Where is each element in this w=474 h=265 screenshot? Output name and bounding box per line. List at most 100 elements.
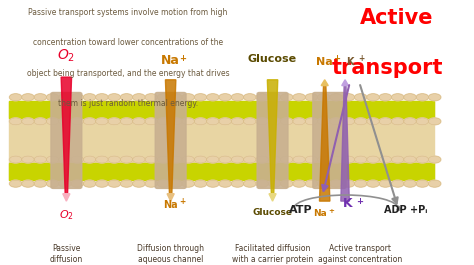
Circle shape xyxy=(34,180,46,187)
Circle shape xyxy=(9,156,22,163)
Circle shape xyxy=(392,94,404,101)
Circle shape xyxy=(9,94,22,101)
Bar xyxy=(9,101,434,180)
Text: +: + xyxy=(179,197,185,206)
Circle shape xyxy=(330,118,342,125)
Circle shape xyxy=(219,118,231,125)
Circle shape xyxy=(182,180,194,187)
Circle shape xyxy=(71,156,83,163)
Circle shape xyxy=(59,180,71,187)
Polygon shape xyxy=(63,194,70,201)
Circle shape xyxy=(194,118,207,125)
Circle shape xyxy=(120,94,133,101)
Circle shape xyxy=(379,94,392,101)
Circle shape xyxy=(293,118,305,125)
Text: +: + xyxy=(179,54,186,63)
FancyBboxPatch shape xyxy=(257,92,288,188)
Circle shape xyxy=(416,94,428,101)
Text: $O_2$: $O_2$ xyxy=(57,47,75,64)
Circle shape xyxy=(342,118,355,125)
Circle shape xyxy=(256,180,268,187)
Circle shape xyxy=(157,94,170,101)
Text: ATP: ATP xyxy=(289,205,313,215)
FancyArrowPatch shape xyxy=(360,85,398,204)
Circle shape xyxy=(120,180,133,187)
Circle shape xyxy=(268,118,281,125)
Text: +: + xyxy=(358,54,365,63)
Text: Glucose: Glucose xyxy=(248,54,297,64)
Circle shape xyxy=(281,180,293,187)
Circle shape xyxy=(318,94,330,101)
Circle shape xyxy=(46,180,59,187)
Circle shape xyxy=(59,156,71,163)
Circle shape xyxy=(133,118,145,125)
Circle shape xyxy=(133,180,145,187)
Circle shape xyxy=(170,180,182,187)
Circle shape xyxy=(207,156,219,163)
Polygon shape xyxy=(269,194,276,201)
Circle shape xyxy=(83,180,96,187)
Circle shape xyxy=(83,94,96,101)
Circle shape xyxy=(404,156,416,163)
Circle shape xyxy=(392,118,404,125)
Circle shape xyxy=(367,180,379,187)
Circle shape xyxy=(355,118,367,125)
Circle shape xyxy=(207,118,219,125)
Circle shape xyxy=(392,156,404,163)
Text: +: + xyxy=(356,197,363,206)
FancyBboxPatch shape xyxy=(313,92,346,188)
Circle shape xyxy=(281,156,293,163)
Circle shape xyxy=(71,94,83,101)
Circle shape xyxy=(231,180,244,187)
Circle shape xyxy=(170,156,182,163)
Circle shape xyxy=(96,118,108,125)
Text: Active: Active xyxy=(360,8,434,28)
Circle shape xyxy=(59,94,71,101)
Circle shape xyxy=(46,94,59,101)
Circle shape xyxy=(194,180,207,187)
Circle shape xyxy=(256,118,268,125)
Circle shape xyxy=(342,94,355,101)
Circle shape xyxy=(379,180,392,187)
Circle shape xyxy=(355,94,367,101)
Circle shape xyxy=(416,118,428,125)
Polygon shape xyxy=(342,80,348,86)
Text: them is just random thermal energy.: them is just random thermal energy. xyxy=(58,99,198,108)
Text: Na: Na xyxy=(313,209,327,218)
Circle shape xyxy=(305,156,318,163)
Polygon shape xyxy=(321,80,328,86)
Circle shape xyxy=(330,94,342,101)
Circle shape xyxy=(293,180,305,187)
Circle shape xyxy=(108,180,120,187)
Circle shape xyxy=(182,94,194,101)
Circle shape xyxy=(46,156,59,163)
Circle shape xyxy=(392,180,404,187)
Polygon shape xyxy=(167,194,174,201)
Text: concentration toward lower concentrations of the: concentration toward lower concentration… xyxy=(33,38,223,47)
Text: ADP +Pᵢ: ADP +Pᵢ xyxy=(383,205,427,215)
Circle shape xyxy=(133,156,145,163)
Polygon shape xyxy=(165,80,176,195)
Circle shape xyxy=(256,94,268,101)
Circle shape xyxy=(157,156,170,163)
Circle shape xyxy=(305,180,318,187)
Circle shape xyxy=(219,156,231,163)
Circle shape xyxy=(355,156,367,163)
Text: $O_2$: $O_2$ xyxy=(59,208,74,222)
Text: Facilitated diffusion
with a carrier protein: Facilitated diffusion with a carrier pro… xyxy=(232,244,313,264)
Circle shape xyxy=(157,180,170,187)
Circle shape xyxy=(145,94,157,101)
Circle shape xyxy=(416,156,428,163)
Circle shape xyxy=(170,118,182,125)
Circle shape xyxy=(281,118,293,125)
Circle shape xyxy=(268,156,281,163)
Circle shape xyxy=(305,94,318,101)
Text: +: + xyxy=(328,208,334,214)
Circle shape xyxy=(367,156,379,163)
Circle shape xyxy=(355,180,367,187)
Polygon shape xyxy=(341,85,349,201)
Circle shape xyxy=(108,156,120,163)
Text: Na: Na xyxy=(164,200,178,210)
Circle shape xyxy=(244,118,256,125)
Circle shape xyxy=(256,156,268,163)
